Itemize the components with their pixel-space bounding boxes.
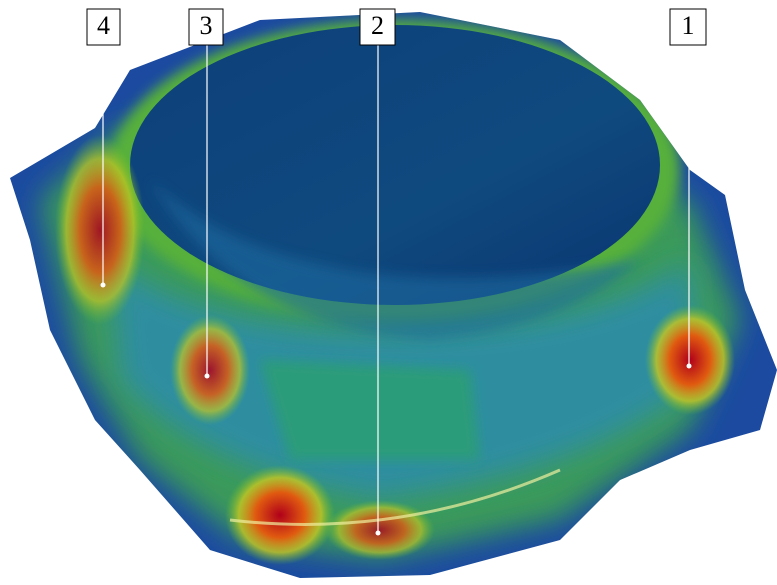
callout-label: 4 bbox=[97, 11, 110, 40]
label-box bbox=[359, 8, 396, 46]
callout-label: 1 bbox=[682, 11, 695, 40]
callout: 2 bbox=[359, 8, 396, 536]
label-box bbox=[188, 8, 224, 46]
callout-label: 2 bbox=[371, 11, 384, 40]
callout: 3 bbox=[188, 8, 224, 379]
callout-label: 3 bbox=[200, 11, 213, 40]
callout: 4 bbox=[86, 8, 121, 288]
callout: 1 bbox=[669, 8, 707, 369]
leader-dot bbox=[686, 363, 692, 369]
leader-dot bbox=[100, 282, 106, 288]
leader-dot bbox=[204, 373, 210, 379]
label-box bbox=[86, 8, 121, 46]
label-box bbox=[669, 8, 707, 46]
leader-dot bbox=[375, 530, 381, 536]
